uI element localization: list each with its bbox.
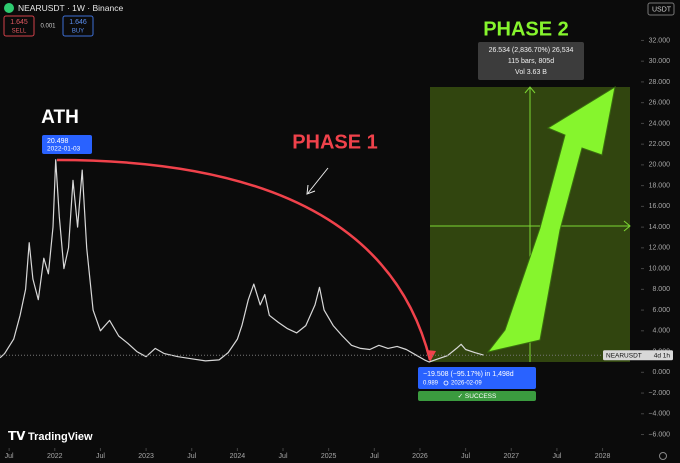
x-tick-label: Jul (187, 453, 196, 460)
x-tick-label: 2028 (595, 453, 611, 460)
settings-icon[interactable] (659, 452, 667, 460)
y-tick-label: −2.000 (648, 390, 670, 397)
sell-price: 1.645 (10, 19, 28, 26)
y-tick-label: −6.000 (648, 431, 670, 438)
ath-date: 2022-01-03 (47, 146, 81, 153)
pointer-arrow (307, 167, 329, 194)
buy-price: 1.646 (69, 19, 87, 26)
currency-button[interactable] (647, 2, 675, 16)
price-tag (603, 350, 673, 361)
arrow-head (524, 86, 536, 94)
drop-price: 0.989 (423, 381, 439, 387)
price-line (0, 159, 485, 363)
x-tick-label: 2023 (138, 453, 154, 460)
arrow-head (426, 350, 436, 362)
drop-change: −19.508 (−95.17%) in 1,498d (423, 371, 514, 378)
x-tick-label: Jul (461, 453, 470, 460)
y-tick-label: 28.000 (649, 79, 671, 86)
buy-label: BUY (72, 29, 84, 35)
y-tick-label: −4.000 (648, 411, 670, 418)
logo: TradingView (28, 431, 93, 443)
y-tick-label: 6.000 (652, 307, 670, 314)
arrow-head (306, 184, 316, 195)
y-tick-label: 24.000 (649, 120, 671, 127)
x-tick-label: Jul (370, 453, 379, 460)
y-tick-label: 22.000 (649, 141, 671, 148)
y-tick-label: 20.000 (649, 162, 671, 169)
y-tick-label: 18.000 (649, 182, 671, 189)
price-tag-timer: 4d 1h (654, 352, 671, 359)
measure-change: 26.534 (2,836.70%) 26,534 (489, 47, 574, 54)
y-tick-label: 32.000 (649, 37, 671, 44)
x-tick-label: 2024 (230, 453, 246, 460)
buy-button[interactable] (62, 15, 94, 37)
x-tick-label: Jul (5, 453, 14, 460)
sell-button[interactable] (3, 15, 35, 37)
y-tick-label: 14.000 (649, 224, 671, 231)
y-tick-label: 16.000 (649, 203, 671, 210)
y-tick-label: 4.000 (652, 328, 670, 335)
price-tag-name: NEARUSDT (606, 352, 642, 359)
y-tick-label: 8.000 (652, 286, 670, 293)
x-tick-label: Jul (552, 453, 561, 460)
ath-box (42, 135, 92, 154)
success-label: ✓ SUCCESS (458, 393, 497, 400)
drop-box (418, 367, 536, 389)
symbol-icon (4, 3, 14, 13)
phase2-label: PHASE 2 (483, 18, 569, 40)
clock-icon (443, 380, 449, 386)
x-tick-label: 2027 (503, 453, 519, 460)
phase2-arrow (486, 85, 616, 353)
arrow-head (623, 220, 631, 232)
x-tick-label: 2025 (321, 453, 337, 460)
plot: 32.000 30.000 28.000 26.000 24.000 22.000 20.0… (0, 37, 673, 460)
measure-volume: Vol 3.63 B (515, 69, 547, 76)
y-tick-label: 12.000 (649, 245, 671, 252)
success-box (418, 391, 536, 401)
x-tick-label: Jul (96, 453, 105, 460)
measure-box (478, 42, 584, 80)
y-tick-label: 0.000 (652, 369, 670, 376)
currency: USDT (652, 6, 672, 13)
drop-date: 2026-02-09 (451, 381, 482, 387)
x-tick-label: 2026 (412, 453, 428, 460)
y-tick-label: 30.000 (649, 58, 671, 65)
measure-bars: 115 bars, 805d (508, 58, 554, 65)
phase1-label: PHASE 1 (292, 131, 378, 153)
y-tick-label: 26.000 (649, 100, 671, 107)
sell-label: SELL (12, 29, 27, 35)
phase1-curve (56, 158, 432, 361)
y-tick-label: 10.000 (649, 265, 671, 272)
x-tick-label: 2022 (47, 453, 63, 460)
ath-label: ATH (41, 107, 79, 128)
logo-mark: 𝗧𝗩 (8, 429, 26, 443)
chart-title: NEARUSDT · 1W · Binance (18, 3, 123, 13)
x-tick-label: Jul (279, 453, 288, 460)
ath-price: 20.498 (47, 138, 69, 145)
spread: 0.001 (40, 24, 56, 30)
